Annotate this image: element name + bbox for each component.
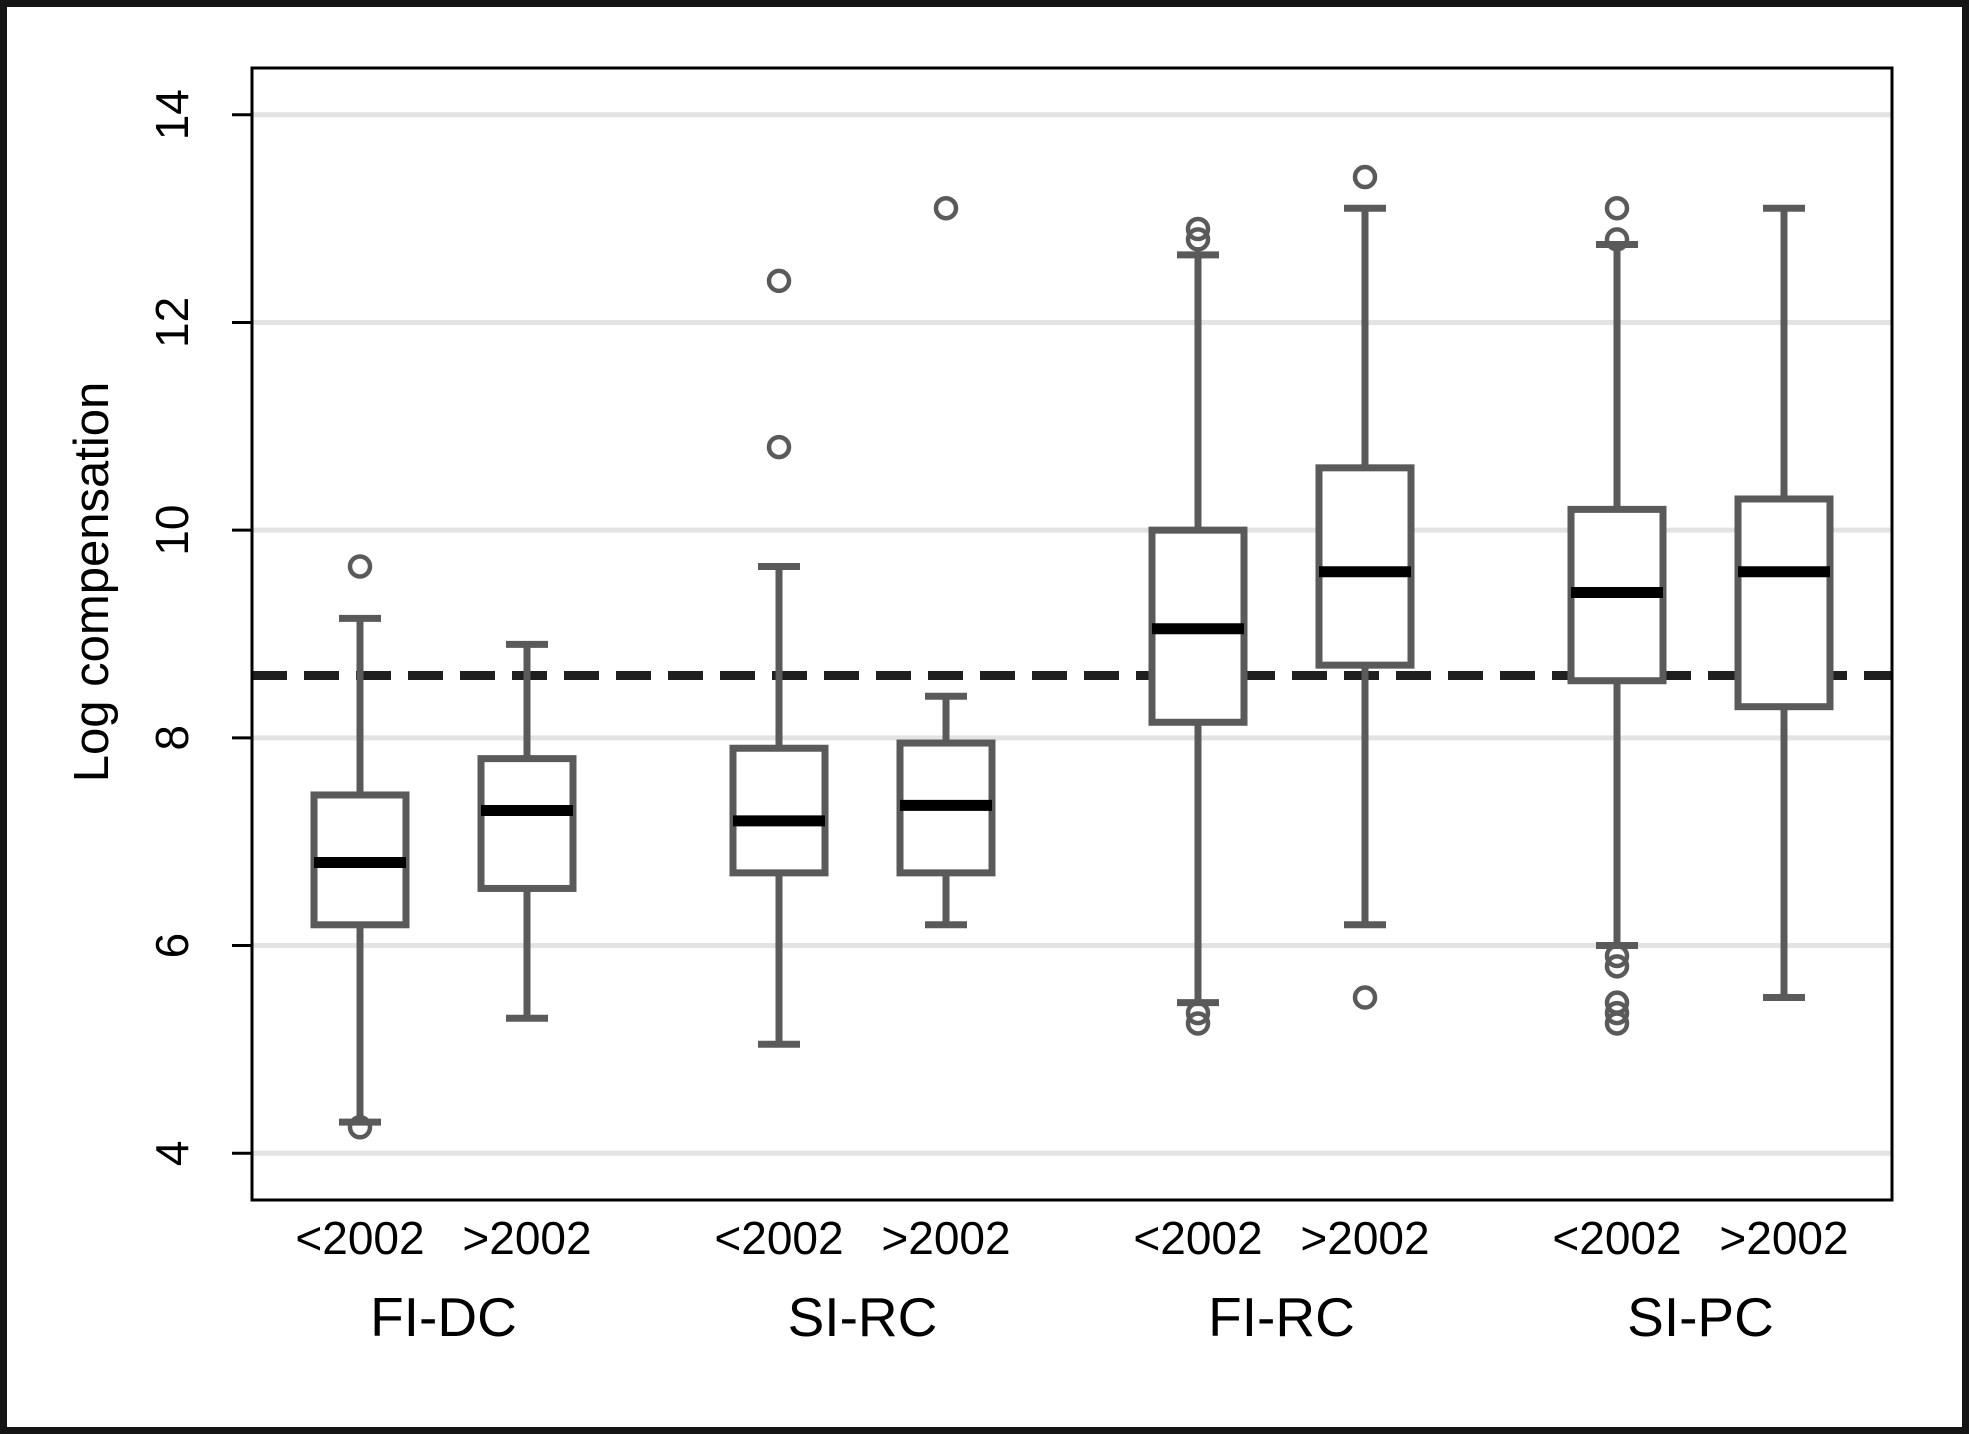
outlier-point [1604,227,1630,252]
x-group-label-si-pc: SI-PC [1627,1286,1774,1348]
x-labels-layer: <2002 >2002 FI-DC <2002 >2002 SI-RC <2002 >2002… [295,1212,1848,1348]
outlier-point [1604,1000,1630,1026]
x-year-label-fi-rc-after-2002: >2002 [1300,1212,1429,1264]
outlier-point [347,554,373,579]
box-si-rc-after-2002 [896,195,996,929]
y-tick-label-14: 14 [146,89,198,140]
y-axis-title: Log compensation [65,382,119,782]
x-group-label-fi-rc: FI-RC [1208,1286,1355,1348]
x-year-label-fi-dc-after-2002: >2002 [462,1212,591,1264]
box-fi-dc-after-2002 [477,640,577,1022]
outlier-point [1352,985,1378,1010]
box-si-rc-before-2002 [729,268,829,1048]
box-si-pc-after-2002 [1734,204,1834,1001]
outlier-point [1604,943,1630,969]
y-tick-label-4: 4 [146,1140,198,1166]
outlier-point [1604,195,1630,221]
x-year-label-si-pc-before-2002: <2002 [1552,1212,1681,1264]
iqr-box [1734,495,1834,711]
x-year-label-si-rc-before-2002: <2002 [714,1212,843,1264]
outlier-point [1185,227,1211,252]
box-fi-rc-before-2002 [1148,216,1248,1036]
y-tick-label-6: 6 [146,933,198,959]
y-ticks-layer [232,113,252,1155]
outlier-point [1352,164,1378,190]
x-year-label-si-rc-after-2002: >2002 [881,1212,1010,1264]
y-tick-label-8: 8 [146,725,198,751]
x-group-label-si-rc: SI-RC [788,1286,938,1348]
plot-border [250,66,1894,1202]
boxes-layer [310,164,1834,1140]
box-fi-dc-before-2002 [310,554,410,1140]
y-tick-label-10: 10 [146,505,198,556]
iqr-box [477,755,577,892]
iqr-box [729,744,829,877]
outlier-point [1604,1011,1630,1036]
box-fi-rc-after-2002 [1315,164,1415,1010]
outlier-point [1185,216,1211,242]
box-si-pc-before-2002 [1567,195,1667,1036]
outlier-point [933,195,959,221]
y-tick-label-12: 12 [146,297,198,348]
outlier-point [1604,954,1630,979]
outlier-point [1185,1000,1211,1026]
outlier-point [1185,1011,1211,1036]
y-tick-labels-layer: 4 6 8 10 12 14 [146,89,198,1166]
x-year-label-fi-dc-before-2002: <2002 [295,1212,424,1264]
x-group-label-fi-dc: FI-DC [370,1286,517,1348]
outlier-point [347,1115,373,1140]
outlier-point [766,434,792,460]
x-year-label-si-pc-after-2002: >2002 [1719,1212,1848,1264]
x-year-label-fi-rc-before-2002: <2002 [1133,1212,1262,1264]
outlier-point [766,268,792,294]
